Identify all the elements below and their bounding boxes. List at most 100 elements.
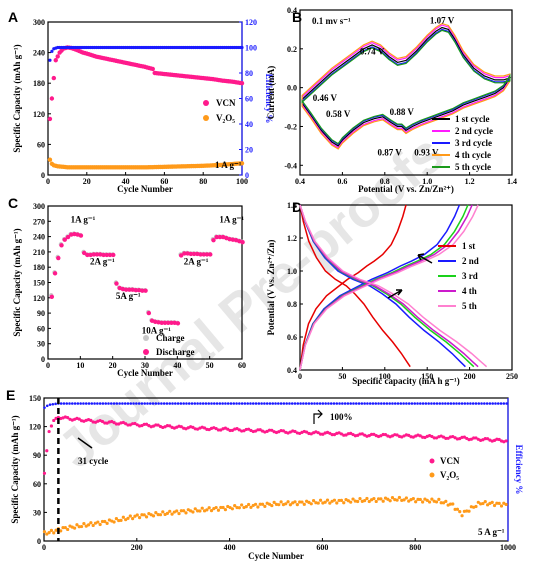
v2o5-point <box>395 498 399 502</box>
efficiency-point <box>263 402 266 405</box>
v2o5-point <box>286 500 290 504</box>
efficiency-point <box>243 402 247 405</box>
v2o5-point <box>302 502 306 506</box>
discharge-point <box>156 320 161 325</box>
v2o5-point <box>91 523 95 528</box>
v2o5-point <box>437 497 441 501</box>
vcn-point <box>144 422 149 426</box>
efficiency-point <box>82 402 85 405</box>
vcn-point <box>485 437 490 441</box>
vcn-point <box>328 431 332 435</box>
efficiency-point <box>268 402 272 405</box>
v2o5-point <box>416 497 420 501</box>
v2o5-point <box>205 508 209 512</box>
v2o5-point <box>358 497 362 501</box>
efficiency-point <box>98 402 102 405</box>
v2o5-point <box>427 500 432 504</box>
efficiency-point <box>310 402 314 405</box>
y-tick-label: 180 <box>33 263 45 272</box>
efficiency-point <box>43 406 46 409</box>
legend-marker-vcn <box>203 100 209 106</box>
legend-label-charge: Charge <box>156 333 185 343</box>
scan-rate-annotation: 0.1 mv s⁻¹ <box>312 16 351 26</box>
efficiency-point <box>45 404 49 408</box>
efficiency-point <box>271 402 275 405</box>
rate-label: 1A g⁻¹ <box>71 214 96 224</box>
peak-label: 0.93 V <box>414 148 439 158</box>
vcn-point <box>42 471 47 475</box>
panel-letter: D <box>292 199 302 215</box>
discharge-point <box>166 320 171 325</box>
vcn-point <box>483 437 487 441</box>
discharge-point <box>214 234 219 240</box>
discharge-point <box>65 234 71 240</box>
v2o5-point <box>434 500 439 504</box>
v2o5-point <box>177 511 181 516</box>
peak-label: 0.88 V <box>390 107 415 117</box>
discharge-point <box>198 252 203 257</box>
v2o5-point <box>124 518 128 522</box>
v2o5-point <box>277 503 281 507</box>
efficiency-point <box>129 402 133 405</box>
discharge-point <box>120 286 126 292</box>
v2o5-point <box>328 501 332 505</box>
v2o5-point <box>258 502 262 506</box>
efficiency-point <box>335 402 339 405</box>
v2o5-point <box>170 512 174 516</box>
x-tick-label: 0.8 <box>380 177 390 186</box>
efficiency-point <box>165 402 169 405</box>
efficiency-point <box>210 402 213 405</box>
v2o5-point <box>195 509 200 513</box>
x-tick-label: 0.4 <box>295 177 305 186</box>
discharge-point <box>114 281 119 286</box>
vcn-point <box>228 428 232 433</box>
v2o5-point <box>325 498 330 502</box>
v2o5-point <box>256 505 260 509</box>
vcn-point <box>191 425 195 429</box>
discharge-point <box>143 288 148 293</box>
v2o5-point <box>45 532 49 536</box>
cv-curve-4 <box>301 22 511 150</box>
panel-letter: C <box>8 195 18 211</box>
v2o5-point <box>175 509 179 513</box>
v2o5-point <box>455 507 460 511</box>
y-tick-label: 0.4 <box>287 6 297 15</box>
v2o5-point <box>460 514 464 518</box>
efficiency-point <box>201 402 205 405</box>
y-tick-label: 60 <box>37 324 45 333</box>
v2o5-point <box>182 509 186 513</box>
x-tick-label: 200 <box>131 543 143 552</box>
y2-tick-label: 40 <box>245 120 253 129</box>
v2o5-point <box>61 525 65 530</box>
efficiency-point <box>338 402 341 405</box>
panel-letter: E <box>6 387 15 403</box>
v2o5-point <box>263 504 267 509</box>
y-tick-label: -0.2 <box>284 122 297 131</box>
x-tick-label: 100 <box>236 177 248 186</box>
vcn-point <box>47 116 53 122</box>
efficiency-point <box>452 402 456 405</box>
vcn-point <box>168 424 172 428</box>
legend-marker-v2o5 <box>203 115 209 121</box>
v2o5-point <box>112 520 116 524</box>
y-axis-label: Specific Capacity (mAh g⁻¹) <box>10 415 20 523</box>
v2o5-point <box>476 500 480 504</box>
v2o5-point <box>309 502 313 506</box>
v2o5-point <box>121 515 125 519</box>
v2o5-point <box>288 503 292 507</box>
v2o5-point <box>63 526 67 530</box>
x-tick-label: 60 <box>238 361 246 370</box>
efficiency-point <box>480 402 483 405</box>
cv-curve-5 <box>301 29 511 145</box>
discharge-point <box>185 251 190 256</box>
y-tick-label: 120 <box>33 294 45 303</box>
vcn-point <box>258 428 262 432</box>
legend-label: 3 rd cycle <box>455 138 492 148</box>
x-tick-label: 30 <box>141 361 149 370</box>
vcn-point <box>430 434 434 439</box>
efficiency-point <box>321 402 325 405</box>
efficiency-point <box>329 402 333 405</box>
v2o5-point <box>75 523 79 527</box>
efficiency-point <box>54 402 57 406</box>
v2o5-point <box>376 497 381 501</box>
